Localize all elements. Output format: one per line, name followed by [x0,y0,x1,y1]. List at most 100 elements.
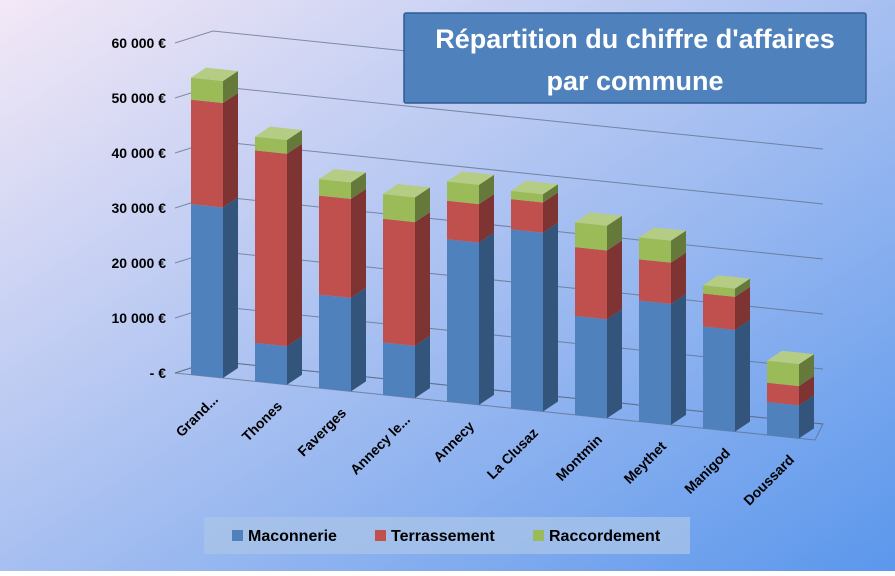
chart-title-line-1: Répartition du chiffre d'affaires [435,24,834,54]
bar-side [607,240,622,320]
chart-title-line-2: par commune [546,66,723,96]
bar-segment [319,287,366,392]
bar-side [799,376,814,406]
bar-side [415,187,430,223]
bar-segment [767,376,814,406]
bar-side [479,232,494,405]
bar-side [607,309,622,419]
bar-segment [639,252,686,304]
bar-side [799,354,814,387]
y-tick-label: 30 000 € [112,200,167,216]
chart-title-box: Répartition du chiffre d'affaires par co… [403,12,867,104]
bar-side [287,336,302,385]
bar-top [319,169,366,183]
bar-front [319,179,351,199]
bar-front [447,181,479,205]
bar-front [703,293,735,330]
bar-front [383,194,415,223]
bar-top [255,126,302,140]
y-tick-label: 20 000 € [112,255,167,271]
bar-front [255,136,287,154]
bar-front [383,342,415,399]
bar-side [223,71,238,104]
bar-top [447,171,494,185]
bar-side [799,395,814,439]
bar-front [575,222,607,251]
bar-segment [767,350,814,387]
y-tick-label: 40 000 € [112,145,167,161]
bar-segment [575,309,622,419]
bar-side [287,129,302,154]
bar-side [543,192,558,233]
bar-side [415,335,430,399]
legend-swatch [232,530,243,541]
legend-swatch [375,530,386,541]
bar-side [415,212,430,346]
bar-segment [191,197,238,379]
bar-segment [255,143,302,347]
bar-side [543,184,558,203]
bar-front [383,218,415,346]
bar-segment [383,184,430,223]
bar-side [479,194,494,243]
bar-front [511,229,543,412]
bars [191,67,814,439]
bar-segment [447,194,494,243]
bar-segment [511,222,558,412]
bar-segment [447,232,494,405]
bar-top [767,350,814,365]
bar-front [575,315,607,419]
legend-item: Maconnerie [232,528,337,545]
legend-item: Raccordement [533,528,661,545]
bar-front [703,285,735,297]
bar-side [351,188,366,298]
bar-front [511,199,543,233]
bar-segment [511,180,558,203]
bar-side [351,172,366,199]
bar-side [607,215,622,251]
bar-side [223,197,238,379]
bar-segment [703,275,750,297]
title-background [403,12,867,104]
bar-front [255,150,287,347]
bar-segment [383,212,430,346]
bar-segment [383,335,430,399]
bar-side [735,278,750,297]
y-tick-label: 50 000 € [112,90,167,106]
bar-front [447,239,479,405]
bar-segment [703,286,750,330]
bar-top [575,212,622,226]
bar-segment [639,293,686,425]
bar-front [319,195,351,298]
bar-segment [575,240,622,320]
bar-segment [319,169,366,199]
bar-front [767,360,799,387]
bar-segment [703,319,750,432]
bar-front [639,259,671,304]
bar-front [191,77,223,104]
bar-side [735,319,750,432]
bar-side [671,293,686,425]
legend-item: Terrassement [375,528,495,545]
y-axis-ticks: - € 10 000 € 20 000 € 30 000 € 40 000 € 50 00… [112,35,167,381]
bar-segment [639,227,686,263]
legend-background [204,517,690,554]
bar-front [703,326,735,432]
bar-front [767,401,799,439]
bar-top [383,184,430,198]
bar-top [703,275,750,289]
bar-side [479,174,494,205]
bar-segment [511,192,558,233]
y-tick-label: - € [150,365,167,381]
bar-front [575,247,607,320]
bar-side [351,287,366,392]
bar-front [639,237,671,263]
legend-swatch [533,530,544,541]
bar-front [191,204,223,379]
bar-top [639,227,686,241]
bar-segment [191,67,238,104]
bar-front [767,382,799,406]
bar-segment [255,336,302,385]
